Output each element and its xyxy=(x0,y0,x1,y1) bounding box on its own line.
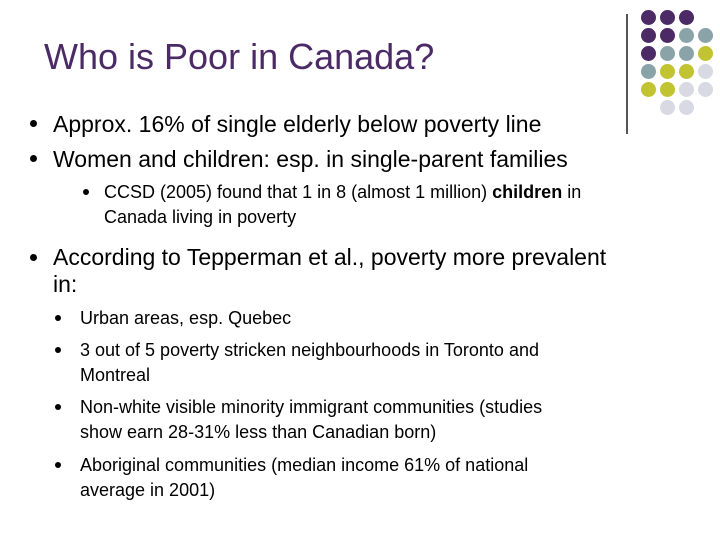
decor-dot xyxy=(641,10,656,25)
decor-dot xyxy=(698,46,713,61)
decor-dot xyxy=(641,82,656,97)
sub-bullet-text-continued: average in 2001) xyxy=(80,480,216,500)
decor-dot xyxy=(698,64,713,79)
sub-bullet-text-continued: Montreal xyxy=(80,365,151,385)
sub-bullet-text-part: CCSD (2005) found that 1 in 8 (almost 1 … xyxy=(104,182,493,202)
sub-bullet-marker xyxy=(55,347,61,353)
bullet-marker xyxy=(30,155,37,162)
decor-dot xyxy=(660,46,675,61)
decor-dot xyxy=(679,10,694,25)
bullet-marker xyxy=(30,254,37,261)
decor-dot xyxy=(660,82,675,97)
bullet-text: Approx. 16% of single elderly below pove… xyxy=(53,111,542,137)
sub-bullet-text-bold: children xyxy=(492,182,563,202)
bullet-text: According to Tepperman et al., poverty m… xyxy=(53,244,607,270)
decor-dot xyxy=(660,10,675,25)
decor-dot xyxy=(679,82,694,97)
decor-dot xyxy=(660,28,675,43)
sub-bullet-text: CCSD (2005) found that 1 in 8 (almost 1 … xyxy=(104,180,581,204)
decorative-dot-grid xyxy=(641,10,720,120)
decorative-vertical-line xyxy=(626,14,628,134)
sub-bullet-text: 3 out of 5 poverty stricken neighbourhoo… xyxy=(80,340,539,360)
decor-dot xyxy=(698,28,713,43)
decor-dot xyxy=(679,28,694,43)
decor-dot xyxy=(660,100,675,115)
decor-dot xyxy=(679,64,694,79)
sub-bullet-text-continued: show earn 28-31% less than Canadian born… xyxy=(80,422,437,442)
sub-bullet-marker xyxy=(55,404,61,410)
sub-bullet-marker xyxy=(55,315,61,321)
decor-dot xyxy=(679,100,694,115)
decor-dot xyxy=(641,64,656,79)
decor-dot xyxy=(641,28,656,43)
sub-bullet-text-part: in xyxy=(562,182,582,202)
slide-title: Who is Poor in Canada? xyxy=(44,36,435,77)
sub-bullet-marker xyxy=(55,462,61,468)
sub-bullet-marker xyxy=(83,189,89,195)
bullet-text-continued: in: xyxy=(53,271,78,297)
decor-dot xyxy=(660,64,675,79)
sub-bullet-text: Non-white visible minority immigrant com… xyxy=(80,397,543,417)
sub-bullet-text-continued: Canada living in poverty xyxy=(104,207,297,227)
decor-dot xyxy=(641,46,656,61)
bullet-marker xyxy=(30,120,37,127)
sub-bullet-text: Aboriginal communities (median income 61… xyxy=(80,455,529,475)
decor-dot xyxy=(698,82,713,97)
sub-bullet-text: Urban areas, esp. Quebec xyxy=(80,308,292,328)
bullet-text: Women and children: esp. in single-paren… xyxy=(53,146,568,172)
decor-dot xyxy=(679,46,694,61)
